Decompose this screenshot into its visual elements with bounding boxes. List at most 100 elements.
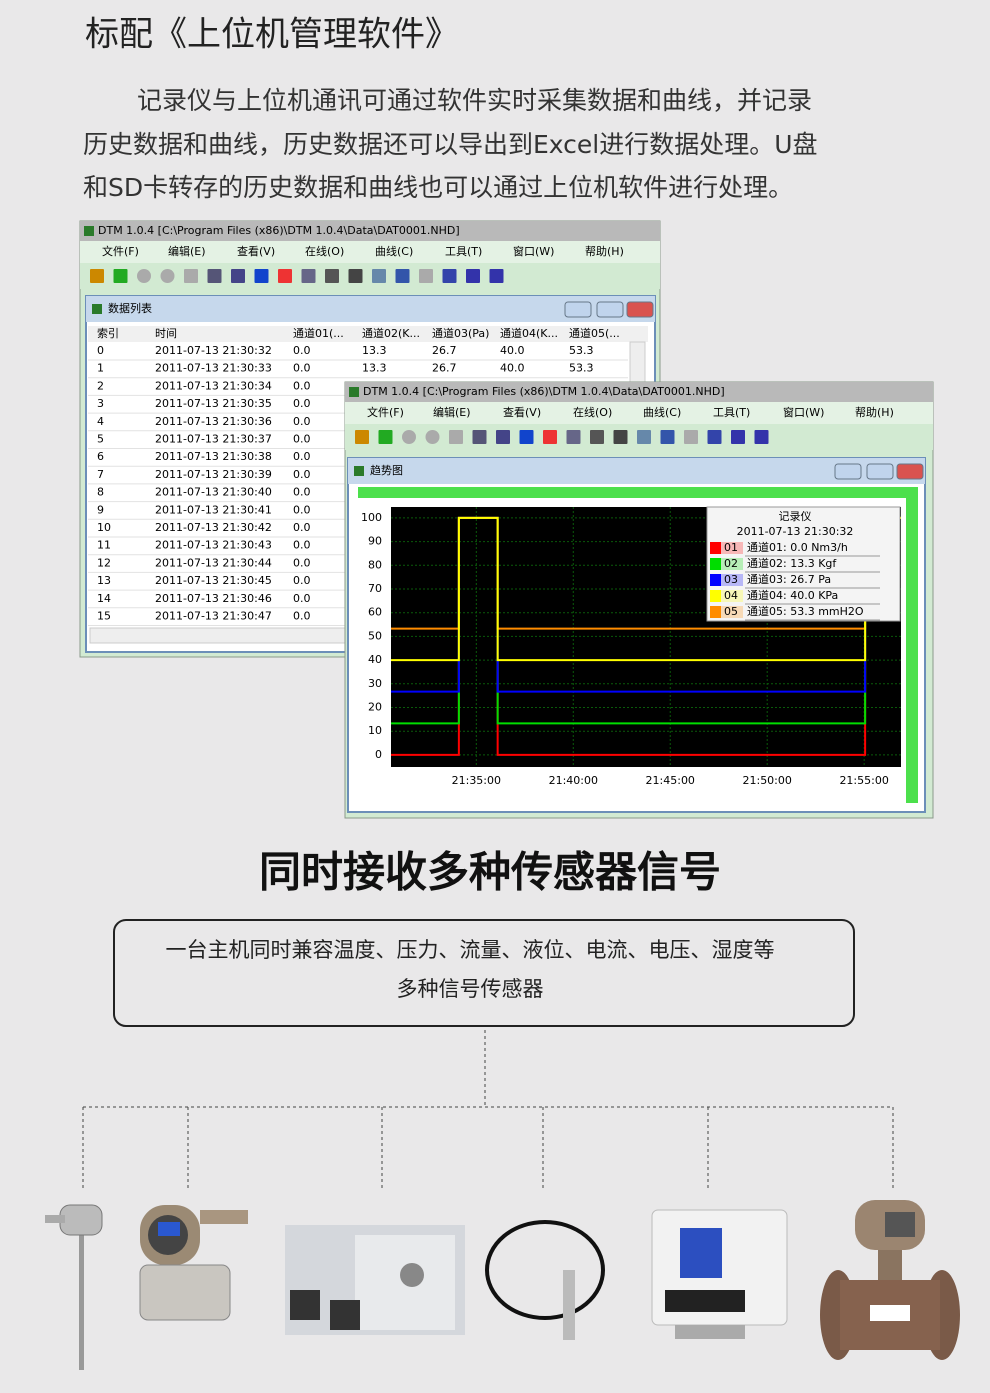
x-tick-label: 21:45:00 <box>646 774 695 787</box>
paragraph-line: 记录仪与上位机通讯可通过软件实时采集数据和曲线，并记录 <box>137 86 812 115</box>
legend-code: 05 <box>724 605 738 618</box>
toolbar-icon <box>278 269 292 283</box>
sensor-humidity <box>651 1209 788 1339</box>
toolbar-icon <box>519 430 534 444</box>
menu-item: 在线(O) <box>305 244 344 258</box>
y-tick-label: 0 <box>375 748 382 761</box>
legend-code-bg <box>721 606 743 618</box>
window-button <box>626 301 654 318</box>
table-cell: 2011-07-13 21:30:35 <box>155 397 272 410</box>
toolbar-icon <box>231 269 245 283</box>
column-header: 通道04(K... <box>500 326 558 340</box>
table-cell: 0.0 <box>293 433 311 446</box>
y-tick-label: 70 <box>368 582 382 595</box>
child-title: 趋势图 <box>370 464 403 477</box>
toolbar <box>80 263 660 289</box>
menu-item: 查看(V) <box>503 405 541 419</box>
column-header: 通道02(K... <box>362 326 420 340</box>
menu-item: 查看(V) <box>237 244 275 258</box>
menu-bar <box>80 241 660 263</box>
x-tick-label: 21:50:00 <box>742 774 791 787</box>
table-header <box>88 326 648 342</box>
sensor-level <box>485 1220 605 1340</box>
trend-window-app: DTM 1.0.4 [C:\Program Files (x86)\DTM 1.… <box>344 381 934 819</box>
toolbar-icon <box>543 430 557 444</box>
toolbar-icon <box>184 269 198 283</box>
toolbar-icon <box>442 269 457 283</box>
sensor-current <box>285 1225 465 1335</box>
connector <box>82 1030 894 1190</box>
window-button <box>866 463 894 480</box>
title-bar <box>80 221 660 241</box>
toolbar-icon <box>466 269 480 283</box>
green-strip <box>358 487 918 498</box>
table-cell: 0.0 <box>293 486 311 499</box>
table-cell: 0.0 <box>293 610 311 623</box>
toolbar-icon <box>425 430 440 444</box>
title-bar <box>345 382 933 402</box>
table-cell: 2011-07-13 21:30:41 <box>155 503 272 516</box>
table-cell: 3 <box>97 397 104 410</box>
toolbar-icon <box>160 269 175 283</box>
table-cell: 0.0 <box>293 574 311 587</box>
window-button <box>564 301 592 318</box>
table-cell: 2011-07-13 21:30:33 <box>155 362 272 375</box>
x-tick-label: 21:55:00 <box>839 774 888 787</box>
legend-swatch <box>710 606 721 618</box>
green-strip <box>906 498 918 803</box>
toolbar-icon <box>684 430 698 444</box>
toolbar-icon <box>378 430 393 444</box>
info-line: 多种信号传感器 <box>397 977 544 1001</box>
toolbar-icon <box>590 430 604 444</box>
table-cell: 13.3 <box>362 344 387 357</box>
toolbar-icon <box>372 269 386 283</box>
table-cell: 26.7 <box>432 362 457 375</box>
window-button <box>834 463 862 480</box>
legend-entry: 通道01: 0.0 Nm3/h <box>747 540 848 554</box>
table-cell: 0.0 <box>293 379 311 392</box>
menu-item: 编辑(E) <box>433 405 471 419</box>
table-cell: 0.0 <box>293 539 311 552</box>
toolbar-icon <box>402 430 416 444</box>
toolbar-icon <box>489 269 504 283</box>
toolbar-icon <box>472 430 487 444</box>
x-tick-label: 21:40:00 <box>549 774 598 787</box>
toolbar-icon <box>566 430 581 444</box>
legend-code-bg <box>721 542 743 554</box>
table-cell: 0.0 <box>293 556 311 569</box>
legend-entry: 通道02: 13.3 Kgf <box>747 556 837 570</box>
table-cell: 40.0 <box>500 344 525 357</box>
table-cell: 15 <box>97 610 111 623</box>
table-cell: 7 <box>97 468 104 481</box>
table-cell: 10 <box>97 521 111 534</box>
app-icon <box>349 387 359 397</box>
legend-swatch <box>710 542 721 554</box>
table-cell: 1 <box>97 362 104 375</box>
sensor-pressure <box>139 1205 248 1321</box>
toolbar-icon <box>254 269 269 283</box>
y-tick-label: 20 <box>368 701 382 714</box>
section-title: 标配《上位机管理软件》 <box>85 15 459 55</box>
legend-time: 2011-07-13 21:30:32 <box>737 525 854 538</box>
table-cell: 53.3 <box>569 362 594 375</box>
table-cell: 12 <box>97 556 111 569</box>
column-header: 通道05(... <box>569 326 620 340</box>
menu-item: 文件(F) <box>102 244 139 258</box>
paragraph-line: 和SD卡转存的历史数据和曲线也可以通过上位机软件进行处理。 <box>83 173 793 202</box>
y-tick-label: 60 <box>368 606 382 619</box>
table-cell: 0.0 <box>293 397 311 410</box>
menu-item: 曲线(C) <box>375 244 413 258</box>
y-tick-label: 80 <box>368 558 382 571</box>
child-title: 数据列表 <box>108 301 152 315</box>
toolbar-icon <box>137 269 151 283</box>
table-cell: 0.0 <box>293 503 311 516</box>
child-title-bar <box>348 458 925 484</box>
toolbar-icon <box>395 269 410 283</box>
table-cell: 2011-07-13 21:30:40 <box>155 486 272 499</box>
info-line: 一台主机同时兼容温度、压力、流量、液位、电流、电压、湿度等 <box>166 938 775 962</box>
toolbar-icon <box>754 430 769 444</box>
sensor-thermocouple <box>45 1204 103 1370</box>
toolbar-icon <box>731 430 745 444</box>
section-title: 同时接收多种传感器信号 <box>259 848 721 897</box>
